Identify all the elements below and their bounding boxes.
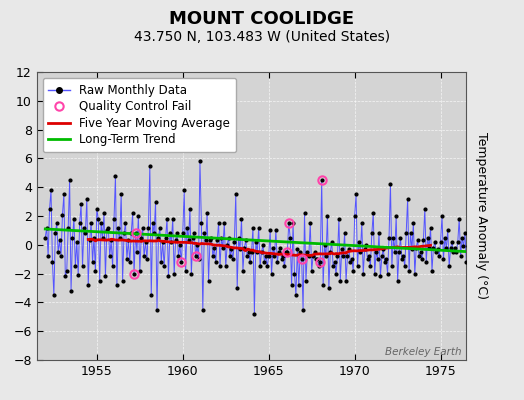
Text: Berkeley Earth: Berkeley Earth	[386, 347, 462, 357]
Text: MOUNT COOLIDGE: MOUNT COOLIDGE	[169, 10, 355, 28]
Legend: Raw Monthly Data, Quality Control Fail, Five Year Moving Average, Long-Term Tren: Raw Monthly Data, Quality Control Fail, …	[42, 78, 236, 152]
Text: 43.750 N, 103.483 W (United States): 43.750 N, 103.483 W (United States)	[134, 30, 390, 44]
Y-axis label: Temperature Anomaly (°C): Temperature Anomaly (°C)	[475, 132, 488, 300]
